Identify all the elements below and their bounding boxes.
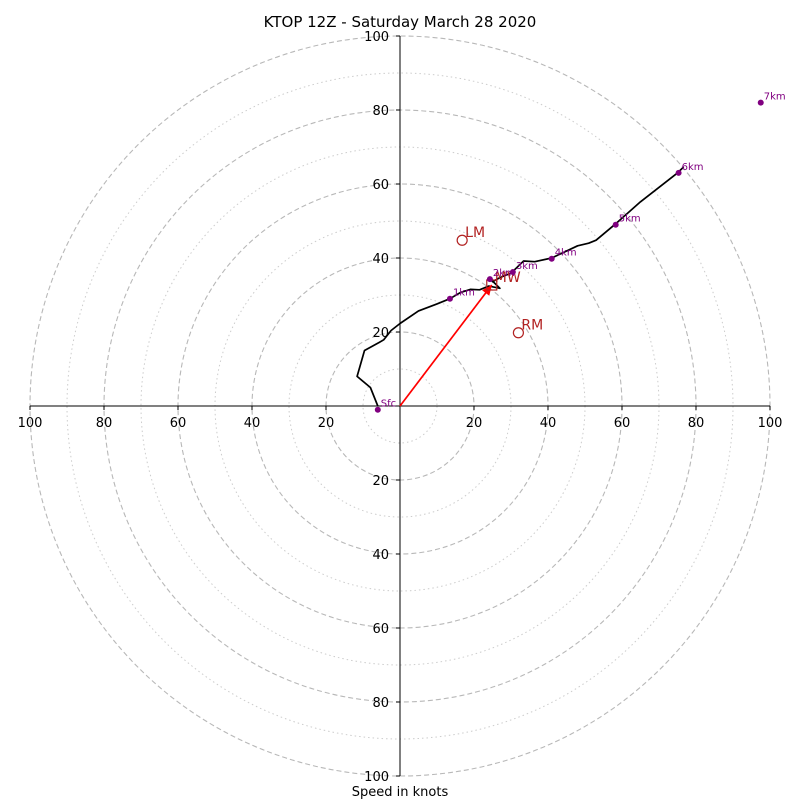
- hodograph-line: [356, 35, 771, 407]
- height-marker-dot: [757, 99, 764, 106]
- height-marker-dot: [486, 276, 493, 283]
- height-marker-label: 4km: [555, 248, 577, 259]
- y-tick-label: 100: [364, 770, 389, 785]
- x-tick-label: 80: [688, 416, 705, 431]
- tick-labels: 100 80 60 40 20 20 40 60 80 100 100 80 60 40 20 20 40 60 8…: [18, 30, 783, 785]
- hodograph-trace: [356, 35, 771, 407]
- x-tick-label: 40: [244, 416, 261, 431]
- height-marker-label: 6km: [682, 162, 704, 173]
- height-marker-label: 2km: [493, 268, 515, 279]
- x-tick-label: 60: [614, 416, 631, 431]
- lm-marker: [456, 234, 468, 246]
- y-tick-label: 20: [372, 474, 389, 489]
- storm-motion-vector: [399, 284, 493, 407]
- x-tick-label: 100: [758, 416, 783, 431]
- x-tick-label: 80: [96, 416, 113, 431]
- x-tick-label: 100: [18, 416, 43, 431]
- x-tick-label: 60: [170, 416, 187, 431]
- y-tick-label: 100: [364, 30, 389, 45]
- rm-marker: [512, 327, 525, 339]
- y-tick-label: 60: [372, 178, 389, 193]
- height-marker-label: Sfc: [381, 399, 396, 410]
- height-marker-dot: [446, 295, 453, 302]
- x-axis-label: Speed in knots: [352, 785, 449, 800]
- x-tick-label: 20: [318, 416, 335, 431]
- y-tick-label: 80: [372, 696, 389, 711]
- storm-vector-line: [399, 284, 493, 407]
- y-tick-label: 40: [372, 548, 389, 563]
- height-marker-label: 5km: [619, 214, 641, 225]
- lm-label: LM: [465, 225, 485, 241]
- height-marker-dot: [675, 169, 682, 176]
- height-marker-dot: [374, 406, 381, 413]
- x-tick-label: 20: [466, 416, 483, 431]
- chart-title: KTOP 12Z - Saturday March 28 2020: [264, 13, 537, 31]
- height-marker-label: 3km: [516, 261, 538, 272]
- height-marker-dot: [509, 269, 516, 276]
- height-marker-label: 7km: [764, 92, 786, 103]
- y-tick-label: 40: [372, 252, 389, 267]
- rm-label: RM: [521, 318, 543, 334]
- y-tick-label: 80: [372, 104, 389, 119]
- height-marker-dot: [612, 221, 619, 228]
- height-marker-dot: [548, 255, 555, 262]
- y-tick-label: 20: [372, 326, 389, 341]
- height-marker-label: 1km: [453, 288, 475, 299]
- x-tick-label: 40: [540, 416, 557, 431]
- y-tick-label: 60: [372, 622, 389, 637]
